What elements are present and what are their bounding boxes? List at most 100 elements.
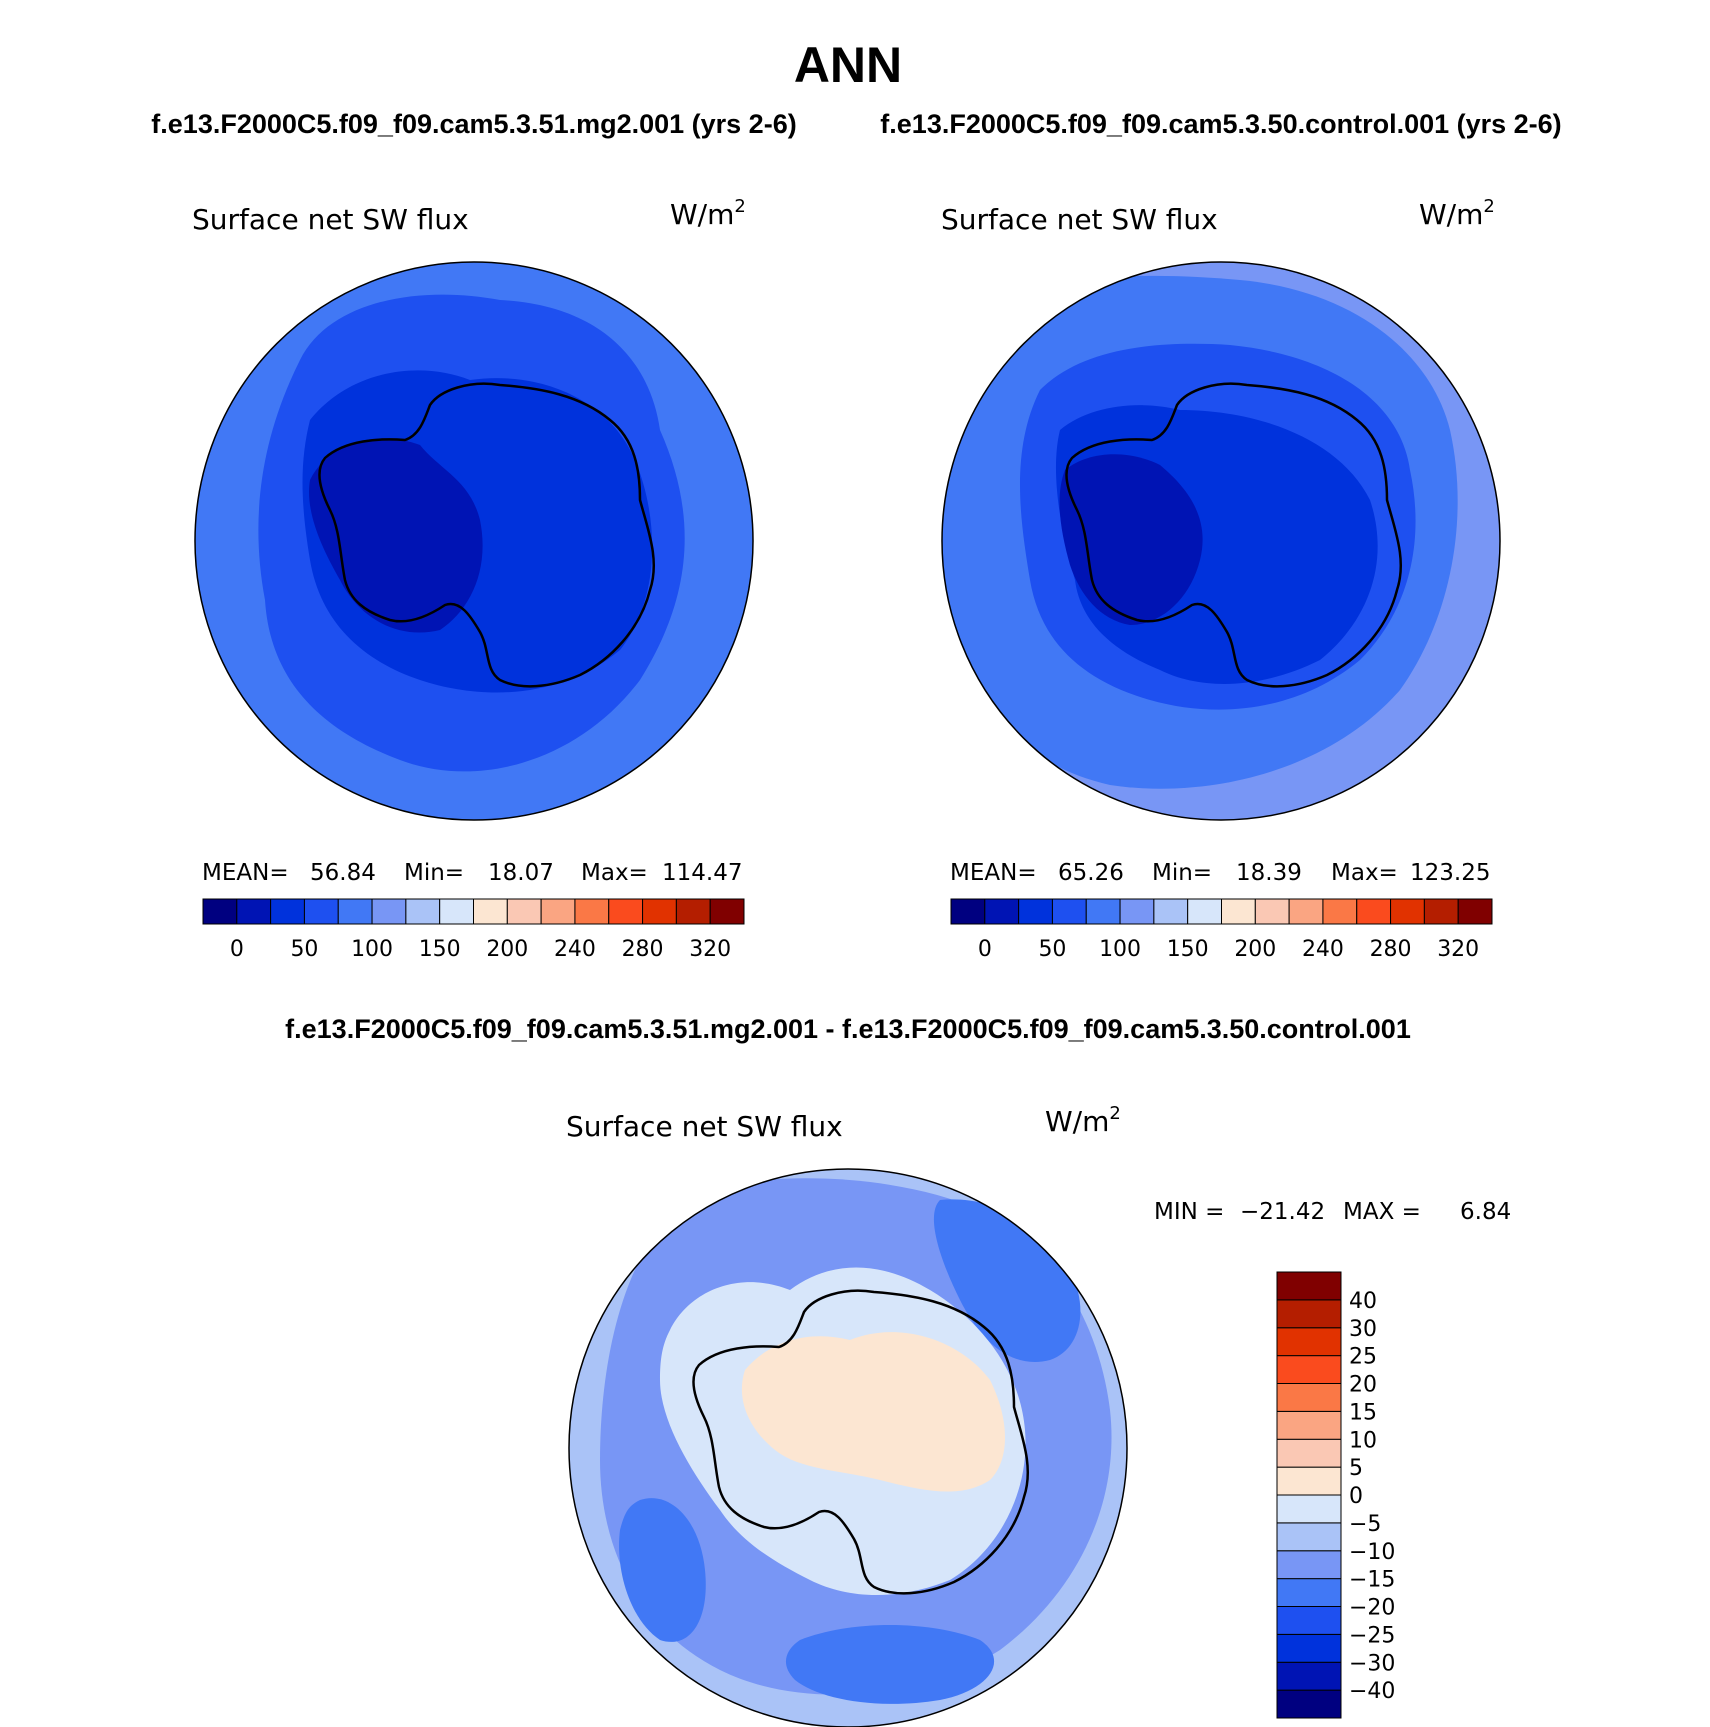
mean-value: 65.26 <box>1058 860 1124 886</box>
colorbar-tick-label: 150 <box>419 937 461 962</box>
colorbar-swatch <box>709 898 745 925</box>
max-value: 114.47 <box>662 860 742 886</box>
min-value: 18.39 <box>1236 860 1302 886</box>
map-boundary <box>941 261 1501 821</box>
colorbar-tick-label: −5 <box>1349 1512 1381 1537</box>
colorbar-tick-label: 0 <box>230 937 244 962</box>
polar-map <box>942 262 1500 820</box>
colorbar-tick-label: 100 <box>1099 937 1141 962</box>
max-label: Max= <box>581 860 648 886</box>
colorbar-swatch <box>1390 898 1425 925</box>
colorbar-swatch <box>1051 898 1087 925</box>
units-label: W/m2 <box>1045 1103 1121 1138</box>
variable-name: Surface net SW flux <box>941 203 1218 236</box>
colorbar-swatch <box>1153 898 1189 925</box>
map-boundary <box>568 1168 1128 1727</box>
colorbar-swatch <box>270 898 305 925</box>
colorbar-tick-label: 200 <box>486 937 528 962</box>
min-label: Min= <box>1152 860 1212 886</box>
colorbar-tick-label: 240 <box>1302 937 1344 962</box>
colorbar-tick-label: 50 <box>290 937 318 962</box>
units-exponent: 2 <box>734 196 745 217</box>
colorbar-swatch <box>1322 898 1358 925</box>
colorbar-tick-label: 20 <box>1349 1373 1377 1398</box>
colorbar-swatch <box>1276 1578 1342 1607</box>
control-panel: Surface net SW flux W/m2 MEAN= 65.26 Min… <box>941 196 1501 962</box>
colorbar-swatch <box>1276 1355 1342 1384</box>
stats-line: MEAN= 65.26 Min= 18.39 Max= 123.25 <box>950 860 1490 886</box>
colorbar-swatch <box>1018 898 1053 925</box>
colorbar-tick-label: 10 <box>1349 1428 1377 1453</box>
variable-name: Surface net SW flux <box>566 1110 843 1143</box>
colorbar-swatch <box>1276 1466 1342 1496</box>
colorbar-swatch <box>984 898 1020 925</box>
colorbar-swatch <box>1276 1327 1342 1357</box>
min-label: MIN = <box>1154 1199 1224 1225</box>
polar-map <box>569 1169 1127 1727</box>
antarctica-coastline <box>1065 382 1403 688</box>
case-panel: Surface net SW flux W/m2 MEAN= 56.84 Min… <box>192 196 754 962</box>
colorbar-swatch <box>608 898 644 925</box>
min-value: −21.42 <box>1240 1199 1325 1225</box>
min-max-line: MIN = −21.42 MAX = 6.84 <box>1154 1199 1511 1225</box>
colorbar-tick-label: 240 <box>554 937 596 962</box>
colorbar-tick-label: 150 <box>1167 937 1209 962</box>
colorbar-swatch <box>1276 1689 1342 1719</box>
max-label: Max= <box>1331 860 1398 886</box>
antarctica-coastline <box>318 382 656 688</box>
case-label: f.e13.F2000C5.f09_f09.cam5.3.51.mg2.001 … <box>151 109 796 139</box>
colorbar-swatch <box>202 898 238 925</box>
colorbar-swatch <box>1276 1661 1342 1691</box>
contour-band <box>309 438 483 633</box>
colorbar-tick-label: 50 <box>1038 937 1066 962</box>
mean-label: MEAN= <box>950 860 1037 886</box>
colorbar-swatch <box>1276 1299 1342 1329</box>
colorbar-tick-label: 0 <box>1349 1484 1363 1509</box>
colorbar-swatch <box>337 898 373 925</box>
colorbar-swatch <box>1119 898 1155 925</box>
contour-band <box>1059 454 1203 625</box>
colorbar-swatch <box>1276 1550 1342 1580</box>
colorbar-swatch <box>675 898 711 925</box>
colorbar-swatch <box>1276 1438 1342 1468</box>
stats-line: MEAN= 56.84 Min= 18.07 Max= 114.47 <box>202 860 742 886</box>
colorbar-swatch <box>950 898 986 925</box>
colorbar-swatch <box>1254 898 1290 925</box>
colorbar: 0 50 100 150 200 240 280 320 <box>950 898 1493 962</box>
colorbar-swatch <box>236 898 272 925</box>
colorbar-tick-label: 280 <box>1370 937 1412 962</box>
colorbar: 0 50 100 150 200 240 280 320 <box>202 898 745 962</box>
colorbar-tick-label: 100 <box>351 937 393 962</box>
antarctica-coastline <box>692 1289 1030 1595</box>
colorbar-tick-label: 280 <box>622 937 664 962</box>
colorbar-tick-label: −30 <box>1349 1651 1395 1676</box>
colorbar-tick-label: 200 <box>1234 937 1276 962</box>
units-base: W/m <box>670 198 734 231</box>
map-boundary <box>194 261 754 821</box>
colorbar-swatch <box>1276 1494 1342 1524</box>
colorbar-swatch <box>506 898 542 925</box>
colorbar-tick-label: 320 <box>689 937 731 962</box>
colorbar-swatch <box>405 898 441 925</box>
colorbar-swatch <box>1423 898 1459 925</box>
colorbar-tick-label: −20 <box>1349 1596 1395 1621</box>
colorbar-tick-label: 5 <box>1349 1456 1363 1481</box>
units-exponent: 2 <box>1109 1103 1120 1124</box>
colorbar-swatch <box>540 898 576 925</box>
colorbar-swatch <box>642 898 677 925</box>
colorbar-swatch <box>1288 898 1324 925</box>
colorbar-swatch <box>473 898 508 925</box>
contour-band <box>619 1498 706 1642</box>
max-label: MAX = <box>1343 1199 1421 1225</box>
colorbar-swatch <box>1276 1410 1342 1440</box>
control-label: f.e13.F2000C5.f09_f09.cam5.3.50.control.… <box>880 109 1561 139</box>
colorbar-swatch <box>1356 898 1392 925</box>
units-base: W/m <box>1419 198 1483 231</box>
difference-panel: Surface net SW flux W/m2 MIN = −21.42 MA… <box>566 1103 1511 1727</box>
contour-band <box>785 1625 995 1704</box>
colorbar-tick-label: −25 <box>1349 1623 1395 1648</box>
mean-label: MEAN= <box>202 860 289 886</box>
colorbar-tick-label: 0 <box>978 937 992 962</box>
